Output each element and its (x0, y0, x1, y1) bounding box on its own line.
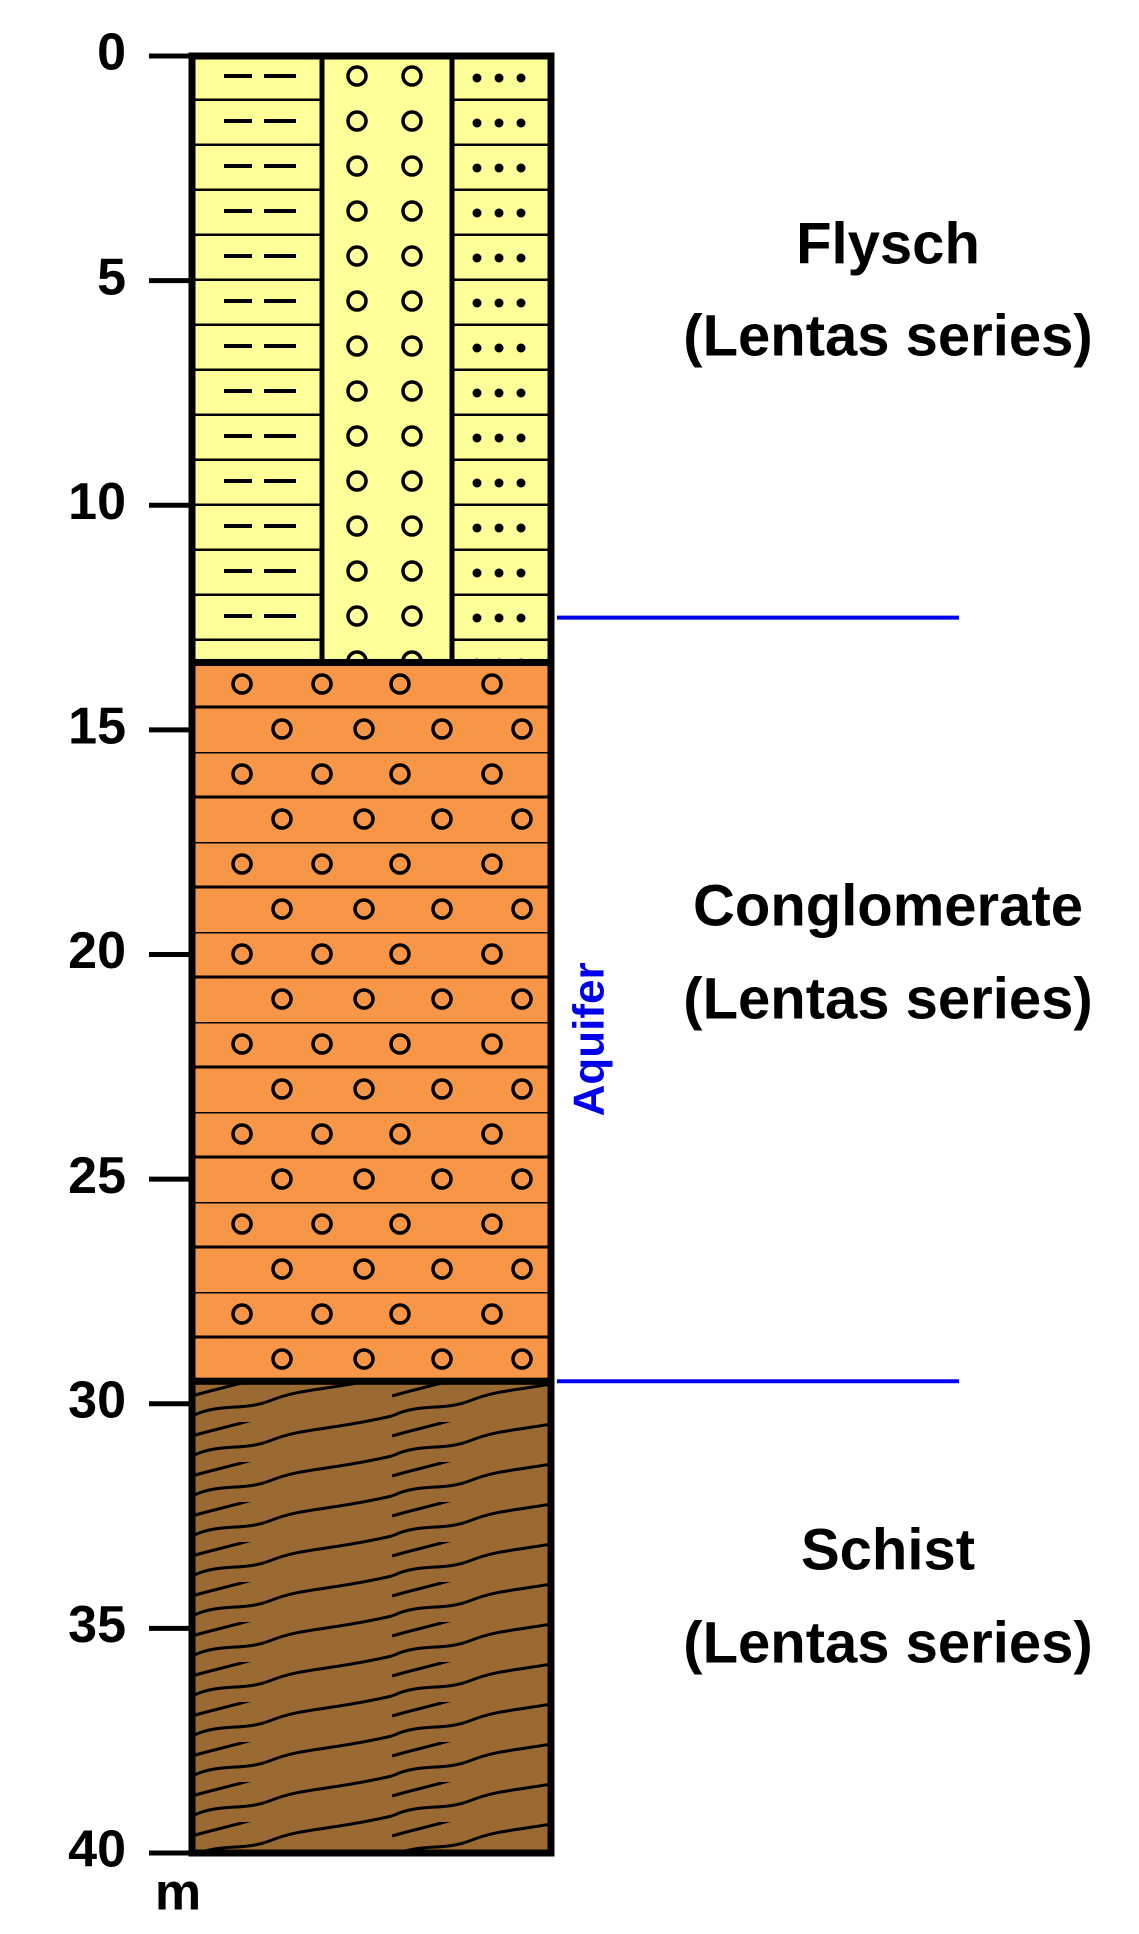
layer-name: Schist (801, 1517, 975, 1582)
tick-label: 10 (68, 473, 126, 531)
depth-axis: 0 5 10 15 20 25 30 35 40 (68, 24, 192, 1879)
layer-series: (Lentas series) (683, 966, 1092, 1031)
layer-name: Flysch (796, 211, 980, 276)
tick-label: 0 (97, 24, 126, 82)
tick-label: 40 (68, 1821, 126, 1879)
layers (188, 52, 555, 1857)
layer (188, 52, 555, 666)
tick-label: 35 (68, 1596, 126, 1654)
layer-name: Conglomerate (693, 873, 1083, 938)
layer (188, 658, 555, 1385)
tick-label: 25 (68, 1147, 126, 1205)
tick-label: 15 (68, 698, 126, 756)
axis-unit: m (155, 1864, 201, 1922)
tick-label: 5 (97, 248, 126, 306)
labels: Flysch (Lentas series) Conglomerate (Lentas… (557, 211, 1093, 1675)
layer (188, 1377, 555, 1857)
layer-series: (Lentas series) (683, 303, 1092, 368)
aquifer-label: Aquifer (565, 962, 614, 1116)
tick-label: 20 (68, 922, 126, 980)
layer-series: (Lentas series) (683, 1610, 1092, 1675)
tick-label: 30 (68, 1371, 126, 1429)
